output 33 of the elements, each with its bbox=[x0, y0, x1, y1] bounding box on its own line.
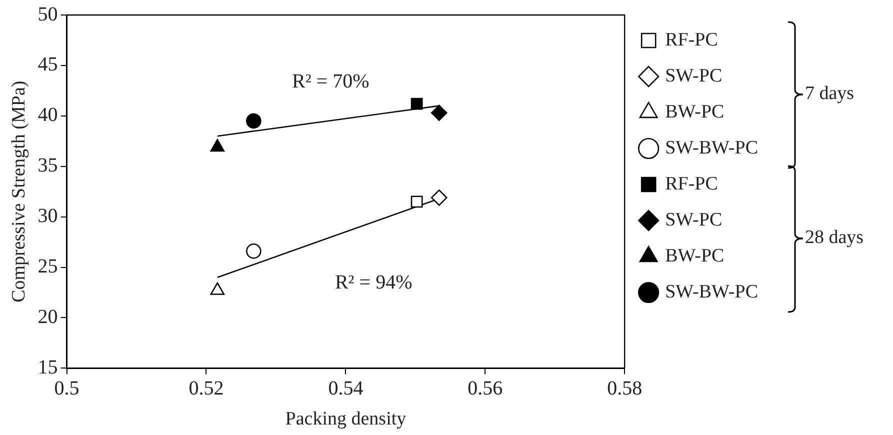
y-tick-label: 15 bbox=[38, 356, 58, 378]
legend-label: BW-PC bbox=[665, 101, 724, 122]
y-tick-label: 50 bbox=[38, 3, 58, 26]
point bbox=[246, 243, 262, 259]
x-tick-label: 0.52 bbox=[188, 377, 224, 400]
y-tick-label: 35 bbox=[38, 154, 58, 177]
x-tick-label: 0.54 bbox=[328, 377, 364, 400]
y-tick-label: 25 bbox=[38, 256, 58, 278]
point bbox=[410, 196, 423, 208]
y-tick-label: 45 bbox=[38, 54, 58, 76]
legend-label: RF-PC bbox=[665, 29, 718, 50]
point bbox=[430, 104, 448, 122]
text: 7 days bbox=[805, 82, 854, 104]
point bbox=[430, 190, 448, 206]
x-axis-title: Packing density bbox=[285, 408, 407, 430]
text: 28 days bbox=[805, 226, 864, 248]
legend-label: SW-BW-PC bbox=[665, 281, 758, 302]
legend-label: SW-PC bbox=[665, 209, 722, 230]
x-tick-label: 0.5 bbox=[54, 377, 80, 400]
x-tick-label: 0.58 bbox=[607, 377, 642, 400]
y-axis-title: Compressive Strength (MPa) bbox=[8, 80, 30, 302]
legend-label: SW-PC bbox=[665, 65, 722, 86]
y-tick-label: 30 bbox=[38, 205, 58, 228]
y-tick-label: 20 bbox=[38, 306, 58, 328]
point bbox=[410, 98, 423, 110]
legend-label: RF-PC bbox=[665, 173, 718, 194]
annotation: R² = 94% bbox=[334, 272, 412, 294]
point bbox=[246, 113, 262, 129]
legend-label: BW-PC bbox=[665, 245, 724, 266]
y-tick-label: 40 bbox=[38, 104, 58, 126]
legend-label: SW-BW-PC bbox=[665, 137, 758, 158]
annotation: R² = 70% bbox=[292, 70, 370, 92]
x-tick-label: 0.56 bbox=[468, 377, 503, 400]
